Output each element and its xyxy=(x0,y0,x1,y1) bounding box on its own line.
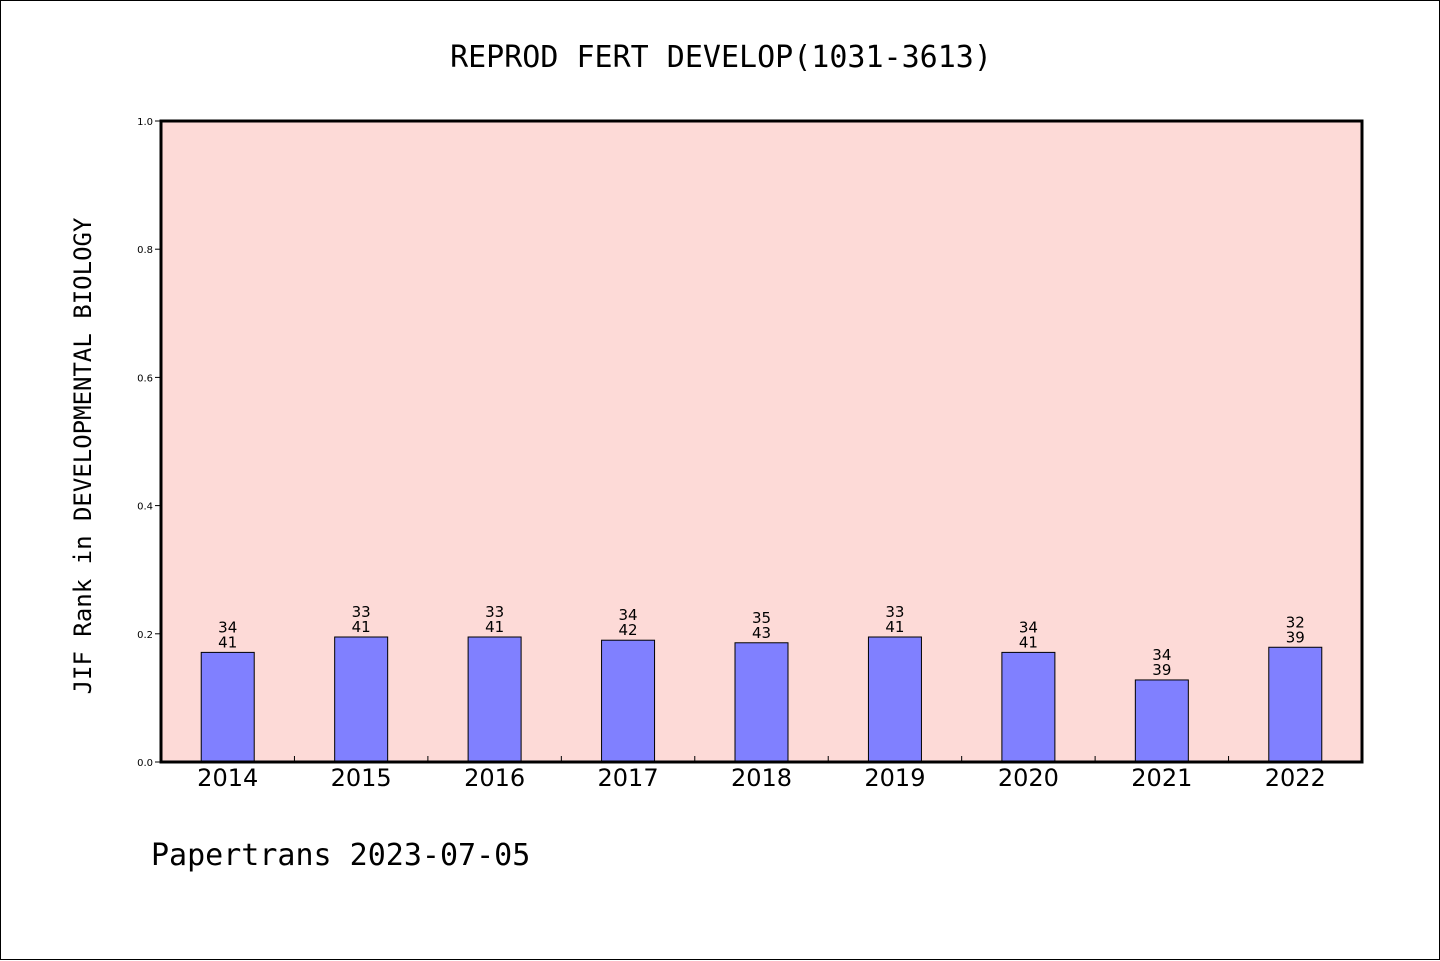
bar-total-label: 43 xyxy=(752,624,771,642)
x-tick-label: 2020 xyxy=(998,764,1059,792)
bar-total-label: 39 xyxy=(1152,661,1171,679)
x-tick-label: 2017 xyxy=(598,764,659,792)
bar xyxy=(1268,646,1323,763)
ticks-layer: 0.0 0.2 0.4 0.6 0.8 1.0 2014 2015 2016 2017 2018 20… xyxy=(137,117,1326,792)
bar-rank-label: 34 xyxy=(1152,646,1171,664)
bar-rank-label: 33 xyxy=(352,603,371,621)
bar-total-label: 41 xyxy=(885,618,904,636)
y-tick-label: 0.2 xyxy=(137,630,153,641)
bar xyxy=(601,639,656,763)
bar-total-label: 41 xyxy=(218,633,237,651)
x-tick-label: 2019 xyxy=(864,764,925,792)
bar-rank-label: 33 xyxy=(485,603,504,621)
y-tick-label: 1.0 xyxy=(137,117,153,128)
x-tick-label: 2018 xyxy=(731,764,792,792)
bar-rank-label: 35 xyxy=(752,609,771,627)
y-tick-label: 0.4 xyxy=(137,502,153,513)
y-tick-label: 0.0 xyxy=(137,758,153,769)
footer-text: Papertrans 2023-07-05 xyxy=(151,838,530,873)
bar-total-label: 41 xyxy=(485,618,504,636)
x-tick-label: 2015 xyxy=(331,764,392,792)
y-axis-label: JIF Rank in DEVELOPMENTAL BIOLOGY xyxy=(69,217,97,694)
bar xyxy=(200,651,255,763)
bar-rank-label: 34 xyxy=(1019,618,1038,636)
bar-total-label: 42 xyxy=(619,621,638,639)
bar xyxy=(467,636,522,763)
chart-title: REPROD FERT DEVELOP(1031-3613) xyxy=(450,40,992,75)
y-tick-label: 0.8 xyxy=(137,245,153,256)
bar xyxy=(867,636,922,763)
bar-total-label: 39 xyxy=(1286,628,1305,646)
bar xyxy=(734,642,789,763)
bar-rank-label: 34 xyxy=(619,606,638,624)
x-tick-label: 2022 xyxy=(1265,764,1326,792)
bar-rank-label: 32 xyxy=(1286,613,1305,631)
y-tick-label: 0.6 xyxy=(137,373,153,384)
x-tick-label: 2021 xyxy=(1131,764,1192,792)
bar-total-label: 41 xyxy=(1019,633,1038,651)
plot-border xyxy=(159,119,1364,764)
x-tick-label: 2016 xyxy=(464,764,525,792)
x-tick-label: 2014 xyxy=(197,764,258,792)
bar-rank-label: 34 xyxy=(218,618,237,636)
bar-rank-label: 33 xyxy=(885,603,904,621)
bar xyxy=(334,636,389,763)
bar xyxy=(1134,679,1189,763)
bar xyxy=(1001,651,1056,763)
bar-total-label: 41 xyxy=(352,618,371,636)
